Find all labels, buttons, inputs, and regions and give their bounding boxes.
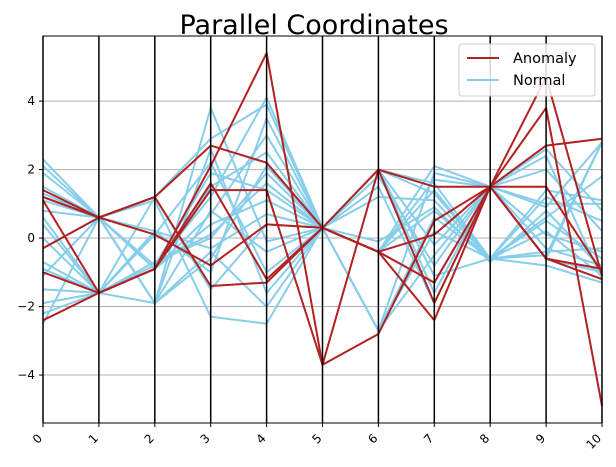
- x-tick-label-10: 10: [583, 431, 604, 452]
- y-tick-label-3: 2: [27, 163, 35, 177]
- legend-label-anomaly: Anomaly: [513, 51, 577, 67]
- x-tick-label-6: 6: [365, 431, 380, 446]
- y-tick-labels: −4 −2 0 2 4: [17, 94, 43, 382]
- x-tick-label-4: 4: [253, 431, 268, 446]
- x-tick-label-8: 8: [477, 431, 492, 446]
- y-tick-label-2: 0: [27, 231, 35, 245]
- y-tick-label-1: −2: [17, 300, 35, 314]
- x-tick-label-5: 5: [309, 431, 324, 446]
- y-tick-label-0: −4: [17, 368, 35, 382]
- x-tick-label-0: 0: [30, 431, 45, 446]
- x-tick-label-2: 2: [142, 431, 157, 446]
- x-tick-labels: 0 1 2 3 4 5 6 7 8 9 10: [30, 423, 604, 452]
- x-tick-label-1: 1: [86, 431, 101, 446]
- x-tick-label-9: 9: [533, 431, 548, 446]
- x-tick-label-3: 3: [198, 431, 213, 446]
- x-tick-label-7: 7: [421, 431, 436, 446]
- legend-label-normal: Normal: [513, 73, 565, 89]
- y-tick-label-4: 4: [27, 94, 35, 108]
- legend: Anomaly Normal: [458, 43, 596, 97]
